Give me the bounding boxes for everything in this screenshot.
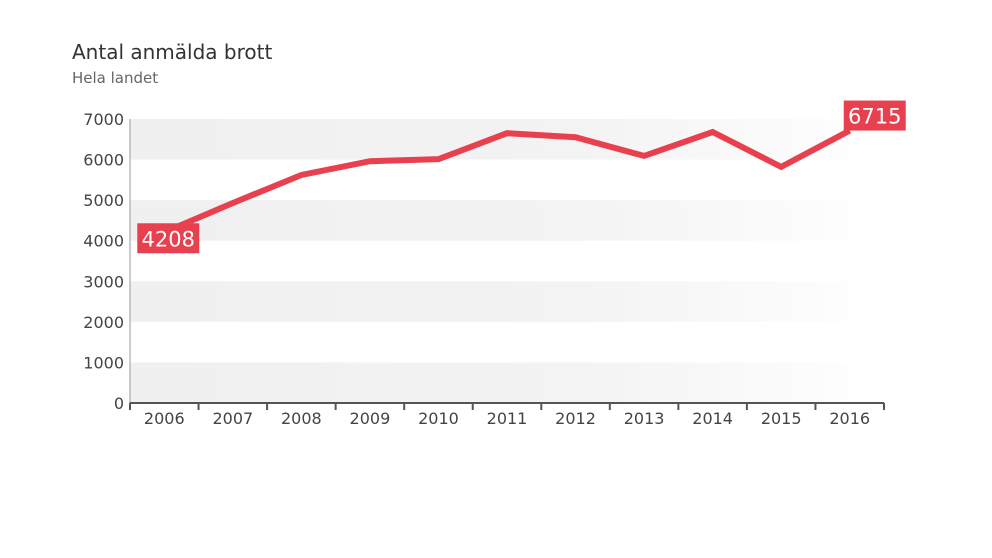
y-tick-label: 7000 <box>83 110 124 129</box>
chart-title: Antal anmälda brott <box>72 40 273 64</box>
y-tick-label: 2000 <box>83 313 124 332</box>
x-tick-label: 2012 <box>555 409 596 428</box>
y-tick-label: 0 <box>114 394 124 413</box>
data-label: 4208 <box>142 227 195 251</box>
grid-band <box>130 200 884 241</box>
y-tick-label: 1000 <box>83 353 124 372</box>
y-tick-label: 6000 <box>83 151 124 170</box>
chart-subtitle: Hela landet <box>72 69 159 87</box>
grid-band <box>130 119 884 160</box>
x-tick-label: 2007 <box>212 409 253 428</box>
x-tick-label: 2010 <box>418 409 459 428</box>
grid-band <box>130 281 884 322</box>
data-label-box <box>137 223 200 254</box>
y-tick-label: 5000 <box>83 191 124 210</box>
y-tick-label: 4000 <box>83 232 124 251</box>
x-tick-label: 2013 <box>624 409 665 428</box>
y-tick-label: 3000 <box>83 272 124 291</box>
x-tick-label: 2008 <box>281 409 322 428</box>
x-tick-label: 2006 <box>144 409 185 428</box>
grid-band <box>130 362 884 403</box>
x-tick-label: 2011 <box>487 409 528 428</box>
x-tick-label: 2014 <box>692 409 733 428</box>
x-tick-label: 2015 <box>761 409 802 428</box>
data-label-box <box>843 100 906 131</box>
x-tick-label: 2009 <box>350 409 391 428</box>
x-tick-label: 2016 <box>829 409 870 428</box>
data-label: 6715 <box>848 105 901 129</box>
